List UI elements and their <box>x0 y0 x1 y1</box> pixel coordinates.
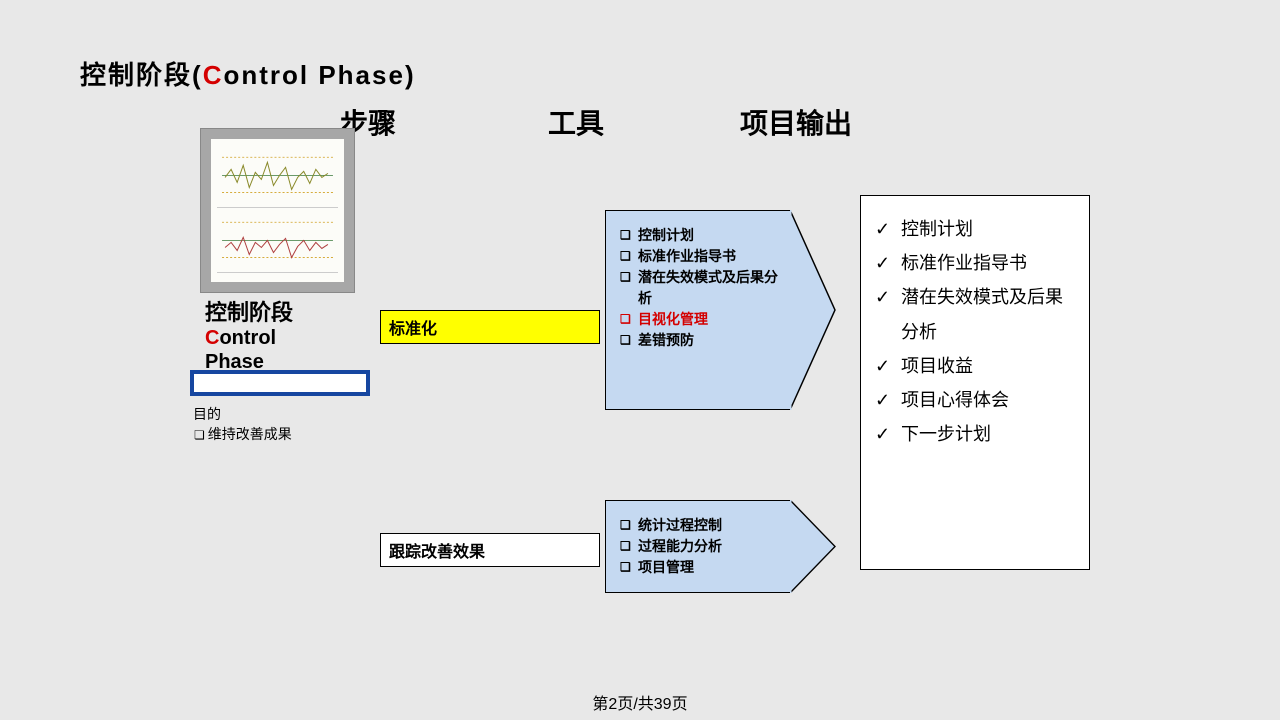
phase-cn: 控制阶段 <box>205 300 293 326</box>
toolbox-item: 标准作业指导书 <box>620 246 780 267</box>
toolbox-2-body: 统计过程控制过程能力分析项目管理 <box>605 500 790 593</box>
purpose-item: 维持改善成果 <box>194 424 292 444</box>
slide-title: 控制阶段(Control Phase) <box>80 55 416 92</box>
output-item: 控制计划 <box>875 212 1075 246</box>
mini-chart-2 <box>217 208 338 273</box>
phase-en: Control <box>205 326 293 350</box>
toolbox-1-list: 控制计划标准作业指导书潜在失效模式及后果分析目视化管理差错预防 <box>620 225 780 351</box>
col-outputs: 项目输出 <box>740 102 852 142</box>
toolbox-item: 统计过程控制 <box>620 515 780 536</box>
output-item: 潜在失效模式及后果分析 <box>875 280 1075 348</box>
step-track: 跟踪改善效果 <box>380 533 600 567</box>
blue-highlight-box <box>190 370 370 396</box>
phase-label: 控制阶段 Control Phase <box>205 300 293 374</box>
toolbox-item: 控制计划 <box>620 225 780 246</box>
output-item: 标准作业指导书 <box>875 246 1075 280</box>
toolbox-1: 控制计划标准作业指导书潜在失效模式及后果分析目视化管理差错预防 <box>605 210 835 410</box>
toolbox-2: 统计过程控制过程能力分析项目管理 <box>605 500 835 593</box>
title-rest: ontrol Phase) <box>223 60 415 90</box>
arrow-head-2 <box>790 500 836 593</box>
page-footer: 第2页/共39页 <box>0 690 1280 714</box>
arrow-head-1 <box>790 210 836 410</box>
output-item: 下一步计划 <box>875 417 1075 451</box>
toolbox-item: 目视化管理 <box>620 309 780 330</box>
output-item: 项目心得体会 <box>875 383 1075 417</box>
toolbox-item: 项目管理 <box>620 557 780 578</box>
title-c: C <box>203 60 224 90</box>
output-item: 项目收益 <box>875 349 1075 383</box>
toolbox-item: 潜在失效模式及后果分析 <box>620 267 780 309</box>
toolbox-item: 差错预防 <box>620 330 780 351</box>
thumbnail-inner <box>211 139 344 282</box>
purpose-label: 目的 <box>193 404 221 424</box>
title-cn: 控制阶段 <box>80 60 192 90</box>
toolbox-2-list: 统计过程控制过程能力分析项目管理 <box>620 515 780 578</box>
col-tools: 工具 <box>548 102 604 142</box>
output-list: 控制计划标准作业指导书潜在失效模式及后果分析项目收益项目心得体会下一步计划 <box>875 212 1075 451</box>
output-box: 控制计划标准作业指导书潜在失效模式及后果分析项目收益项目心得体会下一步计划 <box>860 195 1090 570</box>
title-paren: ( <box>192 60 203 90</box>
chart-thumbnail <box>200 128 355 293</box>
toolbox-1-body: 控制计划标准作业指导书潜在失效模式及后果分析目视化管理差错预防 <box>605 210 790 410</box>
step-standardize: 标准化 <box>380 310 600 344</box>
mini-chart-1 <box>217 143 338 208</box>
toolbox-item: 过程能力分析 <box>620 536 780 557</box>
